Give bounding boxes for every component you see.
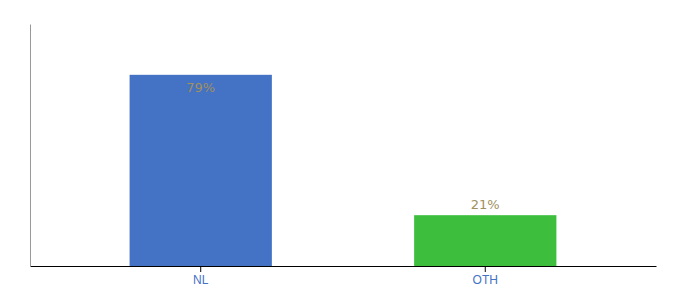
x-tick-label: OTH [473,273,498,287]
chart: NL OTH 79% 21% [0,0,680,300]
y-axis [30,25,31,267]
bar [130,75,272,266]
data-label: 79% [186,80,215,95]
y-axis-line [30,25,31,267]
data-label: 21% [471,197,500,212]
x-tick-label: NL [193,273,209,287]
chart-container: NL OTH 79% 21% [0,0,680,300]
x-tick-mark [485,266,486,272]
data-labels: 79% 21% [186,80,499,212]
x-axis-line [31,266,657,267]
bar [414,215,556,266]
x-tick: OTH [473,266,498,287]
x-axis: NL OTH [31,266,657,287]
x-tick: NL [193,266,209,287]
plot-area [130,75,557,266]
x-tick-mark [200,266,201,272]
